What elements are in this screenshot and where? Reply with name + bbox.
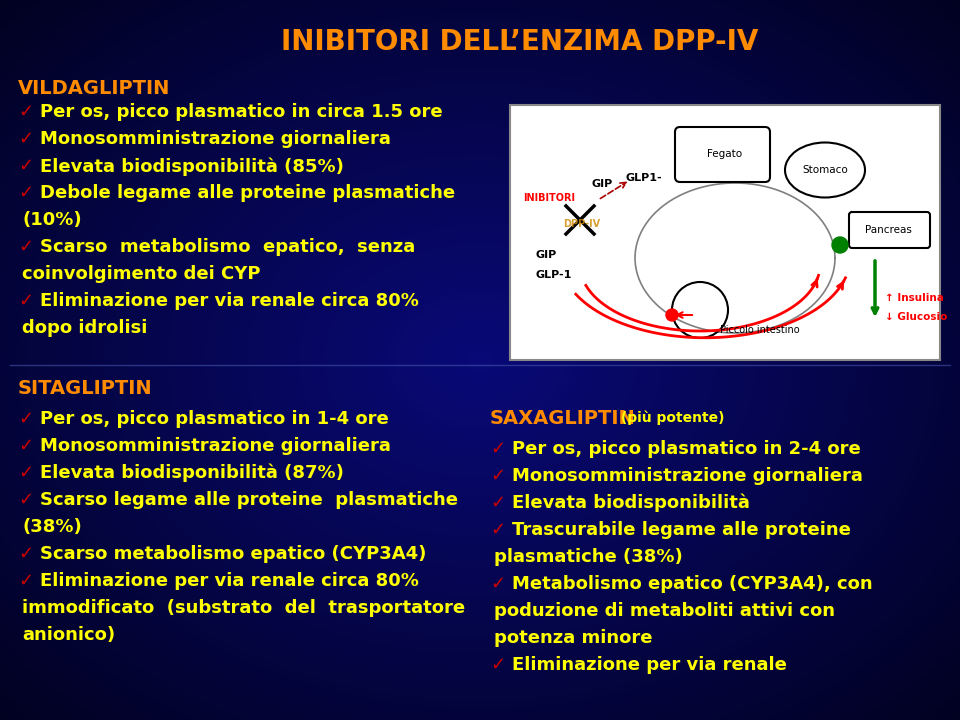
Text: ✓: ✓ [18, 292, 34, 310]
Text: SITAGLIPTIN: SITAGLIPTIN [18, 379, 153, 397]
Text: ✓: ✓ [490, 521, 505, 539]
Text: Eliminazione per via renale circa 80%: Eliminazione per via renale circa 80% [40, 292, 419, 310]
Text: Per os, picco plasmatico in 1-4 ore: Per os, picco plasmatico in 1-4 ore [40, 410, 389, 428]
Text: dopo idrolisi: dopo idrolisi [22, 319, 148, 337]
Text: GLP1-: GLP1- [625, 173, 661, 183]
Text: ✓: ✓ [18, 410, 34, 428]
Text: GLP-1: GLP-1 [535, 270, 571, 280]
Text: Monosomministrazione giornaliera: Monosomministrazione giornaliera [512, 467, 863, 485]
Text: INIBITORI: INIBITORI [523, 193, 575, 203]
Text: poduzione di metaboliti attivi con: poduzione di metaboliti attivi con [494, 602, 835, 620]
FancyBboxPatch shape [510, 105, 940, 360]
Circle shape [832, 237, 848, 253]
Text: Elevata biodisponibilità (87%): Elevata biodisponibilità (87%) [40, 464, 344, 482]
Text: potenza minore: potenza minore [494, 629, 653, 647]
Text: ↑ Insulina: ↑ Insulina [885, 293, 944, 303]
Circle shape [666, 309, 678, 321]
Text: ↓ Glucosio: ↓ Glucosio [885, 312, 948, 322]
Text: Stomaco: Stomaco [803, 165, 848, 175]
Text: ✓: ✓ [18, 130, 34, 148]
Text: (più potente): (più potente) [616, 410, 725, 426]
Text: coinvolgimento dei CYP: coinvolgimento dei CYP [22, 265, 260, 283]
Text: GIP: GIP [592, 179, 613, 189]
Text: DPP-IV: DPP-IV [564, 219, 601, 229]
FancyBboxPatch shape [675, 127, 770, 182]
Text: Elevata biodisponibilità: Elevata biodisponibilità [512, 494, 750, 513]
Text: Scarso metabolismo epatico (CYP3A4): Scarso metabolismo epatico (CYP3A4) [40, 545, 426, 563]
Text: ✓: ✓ [18, 157, 34, 175]
Text: ✓: ✓ [18, 103, 34, 121]
Text: ✓: ✓ [490, 440, 505, 458]
Text: (38%): (38%) [22, 518, 82, 536]
Text: Piccolo intestino: Piccolo intestino [720, 325, 800, 335]
Text: (10%): (10%) [22, 211, 82, 229]
Text: VILDAGLIPTIN: VILDAGLIPTIN [18, 78, 170, 97]
Text: GIP: GIP [535, 250, 556, 260]
Text: ✓: ✓ [490, 467, 505, 485]
Text: Monosomministrazione giornaliera: Monosomministrazione giornaliera [40, 437, 391, 455]
Text: ✓: ✓ [490, 494, 505, 512]
Text: ✓: ✓ [18, 572, 34, 590]
Text: Pancreas: Pancreas [865, 225, 911, 235]
Text: ✓: ✓ [18, 238, 34, 256]
Text: Per os, picco plasmatico in circa 1.5 ore: Per os, picco plasmatico in circa 1.5 or… [40, 103, 443, 121]
Text: ✓: ✓ [18, 491, 34, 509]
Ellipse shape [785, 143, 865, 197]
Text: Monosomministrazione giornaliera: Monosomministrazione giornaliera [40, 130, 391, 148]
Text: Eliminazione per via renale: Eliminazione per via renale [512, 656, 787, 674]
Text: ✓: ✓ [490, 575, 505, 593]
Text: Per os, picco plasmatico in 2-4 ore: Per os, picco plasmatico in 2-4 ore [512, 440, 861, 458]
Text: ✓: ✓ [18, 545, 34, 563]
Text: Elevata biodisponibilità (85%): Elevata biodisponibilità (85%) [40, 157, 344, 176]
Text: anionico): anionico) [22, 626, 115, 644]
Text: ✓: ✓ [18, 437, 34, 455]
Text: Scarso legame alle proteine  plasmatiche: Scarso legame alle proteine plasmatiche [40, 491, 458, 509]
Text: Eliminazione per via renale circa 80%: Eliminazione per via renale circa 80% [40, 572, 419, 590]
FancyBboxPatch shape [849, 212, 930, 248]
Text: Scarso  metabolismo  epatico,  senza: Scarso metabolismo epatico, senza [40, 238, 416, 256]
Text: immodificato  (substrato  del  trasportatore: immodificato (substrato del trasportator… [22, 599, 466, 617]
Text: SAXAGLIPTIN: SAXAGLIPTIN [490, 408, 636, 428]
Text: Trascurabile legame alle proteine: Trascurabile legame alle proteine [512, 521, 851, 539]
Text: Fegato: Fegato [708, 149, 743, 159]
Text: Debole legame alle proteine plasmatiche: Debole legame alle proteine plasmatiche [40, 184, 455, 202]
Text: INIBITORI DELL’ENZIMA DPP-IV: INIBITORI DELL’ENZIMA DPP-IV [281, 28, 758, 56]
Text: ✓: ✓ [18, 184, 34, 202]
Text: plasmatiche (38%): plasmatiche (38%) [494, 548, 683, 566]
Text: ✓: ✓ [18, 464, 34, 482]
Circle shape [672, 282, 728, 338]
Text: Metabolismo epatico (CYP3A4), con: Metabolismo epatico (CYP3A4), con [512, 575, 873, 593]
Text: ✓: ✓ [490, 656, 505, 674]
